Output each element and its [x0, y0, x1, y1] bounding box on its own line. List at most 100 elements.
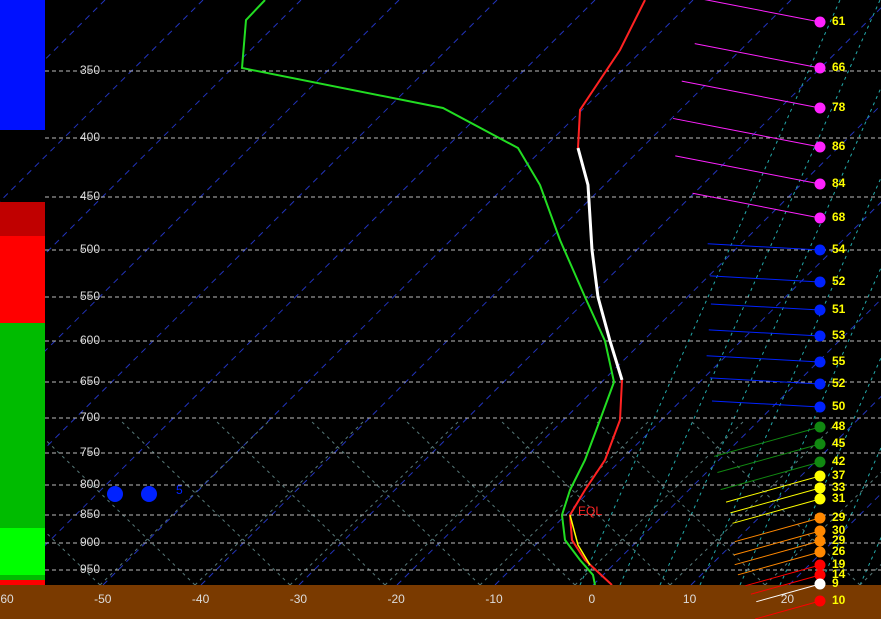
wind-speed: 19 — [832, 557, 846, 571]
wind-dot — [814, 212, 826, 224]
temperature-label: 10 — [683, 592, 697, 606]
wind-speed: 52 — [832, 376, 846, 390]
mixing-ratio — [579, 0, 841, 586]
wind-dot — [814, 421, 826, 433]
wind-speed: 78 — [832, 100, 846, 114]
wind-dot — [814, 456, 826, 468]
wind-barb — [730, 487, 821, 514]
pressure-label: 500 — [80, 242, 100, 256]
wind-barb — [737, 551, 821, 576]
temperature-label: -10 — [485, 592, 503, 606]
wind-speed: 29 — [832, 533, 846, 547]
wind-barb — [756, 583, 821, 603]
pressure-label: 700 — [80, 410, 100, 424]
pressure-label: 900 — [80, 535, 100, 549]
wind-speed: 50 — [832, 399, 846, 413]
wind-barb — [732, 498, 821, 524]
dry-adiabat — [214, 419, 386, 586]
level-bar — [0, 236, 45, 323]
eql-label: EQL — [578, 504, 602, 518]
wind-speed: 33 — [832, 480, 846, 494]
temperature-trace — [568, 379, 623, 586]
wind-speed: 45 — [832, 436, 846, 450]
wind-barb — [725, 475, 821, 503]
temperature-label: -20 — [388, 592, 406, 606]
wind-barb — [675, 155, 821, 185]
pressure-label: 650 — [80, 374, 100, 388]
wind-speed: 14 — [832, 567, 846, 581]
wind-speed: 10 — [832, 593, 846, 607]
wind-barb — [709, 377, 821, 385]
temperature-trace — [577, 0, 646, 149]
dry-adiabat — [289, 419, 461, 586]
storm-marker — [107, 486, 123, 502]
wind-barb — [706, 355, 821, 363]
wind-speed: 37 — [832, 468, 846, 482]
wind-dot — [814, 546, 826, 558]
wind-speed: 54 — [832, 242, 846, 256]
dry-adiabat — [194, 419, 366, 586]
wind-dot — [814, 276, 826, 288]
wind-dot — [814, 535, 826, 547]
wind-dot — [814, 378, 826, 390]
wind-barb — [750, 574, 821, 595]
wind-speed: 55 — [832, 354, 846, 368]
wind-barb — [692, 192, 821, 219]
dewpoint-trace — [240, 0, 616, 586]
dry-adiabat — [689, 419, 861, 586]
level-bar — [0, 0, 45, 130]
parcel-trace — [569, 514, 591, 566]
wind-speed: 86 — [832, 139, 846, 153]
temperature-trace — [576, 147, 624, 381]
wind-dot — [814, 244, 826, 256]
wind-dot — [814, 512, 826, 524]
dry-adiabat — [594, 419, 766, 586]
wind-speed: 51 — [832, 302, 846, 316]
level-bar — [0, 528, 45, 575]
mixing-ratio — [619, 0, 881, 586]
pressure-label: 450 — [80, 189, 100, 203]
wind-barb — [720, 461, 821, 491]
wind-barb — [710, 303, 821, 311]
wind-barb — [704, 0, 821, 23]
wind-dot — [814, 330, 826, 342]
wind-speed: 26 — [832, 544, 846, 558]
wind-dot — [814, 304, 826, 316]
pressure-label: 950 — [80, 562, 100, 576]
mixing-ratio — [739, 266, 881, 586]
wind-barb — [717, 443, 821, 473]
dry-adiabat — [384, 419, 556, 586]
temperature-label: -50 — [94, 592, 112, 606]
dry-adiabat — [574, 419, 746, 586]
wind-dot — [814, 438, 826, 450]
wind-speed: 84 — [832, 176, 846, 190]
wind-speed: 48 — [832, 419, 846, 433]
wind-dot — [814, 595, 826, 607]
dry-adiabat — [99, 419, 271, 586]
wind-dot — [814, 559, 826, 571]
level-bar — [0, 323, 45, 528]
wind-speed: 9 — [832, 576, 839, 590]
pressure-label: 750 — [80, 445, 100, 459]
wind-barb — [707, 243, 821, 251]
mixing-ratio — [699, 176, 881, 586]
dry-adiabat — [119, 419, 291, 586]
wind-dot — [814, 493, 826, 505]
wind-dot — [814, 482, 826, 494]
wind-dot — [814, 62, 826, 74]
pressure-label: 600 — [80, 333, 100, 347]
wind-dot — [814, 578, 826, 590]
wind-barb — [708, 329, 821, 337]
wind-barb — [709, 275, 821, 283]
wind-speed: 68 — [832, 210, 846, 224]
wind-dot — [814, 178, 826, 190]
wind-speed: 61 — [832, 14, 846, 28]
wind-barb — [733, 530, 821, 556]
wind-barb — [681, 80, 821, 109]
wind-dot — [814, 102, 826, 114]
temperature-label: -30 — [290, 592, 308, 606]
temperature-axis — [0, 585, 881, 619]
wind-speed: 31 — [832, 491, 846, 505]
